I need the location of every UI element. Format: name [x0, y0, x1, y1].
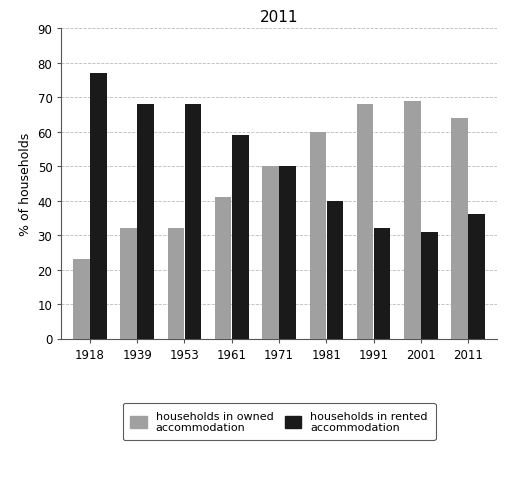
Y-axis label: % of households: % of households: [19, 133, 32, 235]
Bar: [452, 119, 468, 339]
Bar: [374, 228, 391, 339]
Bar: [279, 166, 296, 339]
Bar: [421, 232, 438, 339]
Title: 2011: 2011: [260, 10, 298, 25]
Bar: [120, 228, 137, 339]
Bar: [73, 259, 90, 339]
Bar: [262, 166, 279, 339]
Bar: [232, 136, 248, 339]
Bar: [357, 105, 373, 339]
Bar: [137, 105, 154, 339]
Bar: [167, 228, 184, 339]
Bar: [404, 101, 421, 339]
Bar: [468, 215, 485, 339]
Bar: [215, 197, 231, 339]
Bar: [310, 132, 326, 339]
Bar: [90, 74, 106, 339]
Bar: [327, 201, 343, 339]
Bar: [185, 105, 201, 339]
Legend: households in owned
accommodation, households in rented
accommodation: households in owned accommodation, house…: [122, 403, 436, 440]
